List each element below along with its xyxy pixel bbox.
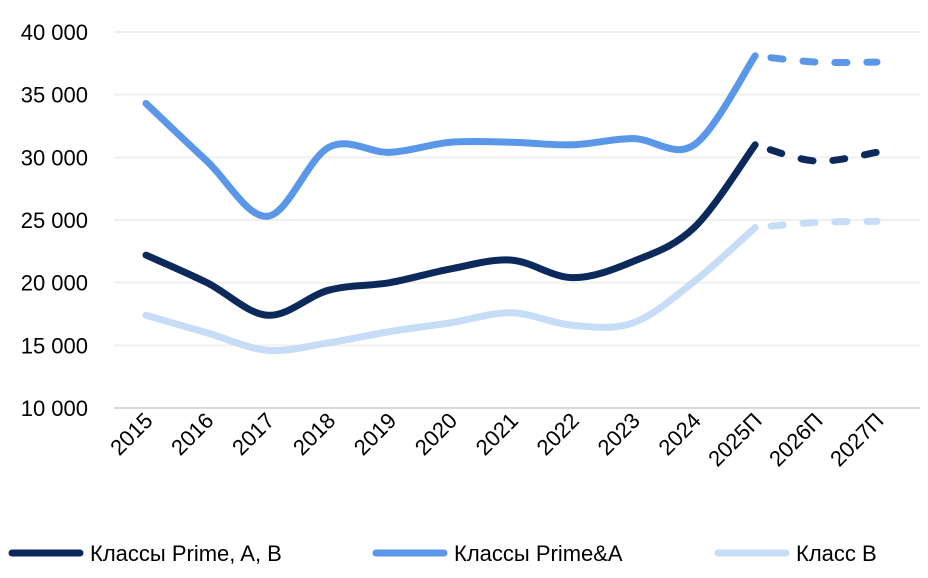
x-tick-label: 2015 <box>105 408 157 460</box>
y-tick-label: 20 000 <box>21 271 88 296</box>
x-tick-label: 2021 <box>471 408 523 460</box>
y-axis-ticks: 10 000 15 000 20 000 25 000 30 000 35 000 40 0… <box>21 20 88 421</box>
legend: Классы Prime, A, B Классы Prime&A Класс B <box>8 541 877 566</box>
x-tick-label: 2026П <box>764 408 827 471</box>
series-lines <box>142 52 881 355</box>
legend-item: Классы Prime, A, B <box>8 541 282 566</box>
x-tick-label: 2020 <box>410 408 462 460</box>
legend-label: Классы Prime&A <box>454 541 623 566</box>
y-tick-label: 40 000 <box>21 20 88 45</box>
legend-item: Класс B <box>714 541 877 566</box>
x-tick-label: 2016 <box>166 408 218 460</box>
x-tick-label: 2019 <box>349 408 401 460</box>
x-axis-ticks: 2015 2016 2017 2018 2019 2020 2021 2022 2023 2024… <box>105 408 888 471</box>
y-tick-label: 30 000 <box>21 145 88 170</box>
series-line-actual <box>142 141 759 319</box>
y-tick-label: 25 000 <box>21 208 88 233</box>
gridlines <box>114 31 920 409</box>
x-tick-label: 2018 <box>288 408 340 460</box>
y-tick-label: 35 000 <box>21 83 88 108</box>
legend-item: Классы Prime&A <box>372 541 623 566</box>
x-tick-label: 2025П <box>703 408 766 471</box>
legend-label: Класс B <box>796 541 877 566</box>
x-tick-label: 2024 <box>653 408 705 460</box>
x-tick-label: 2027П <box>825 408 888 471</box>
series-line-forecast <box>751 217 881 232</box>
y-tick-label: 15 000 <box>21 333 88 358</box>
series-line-forecast <box>751 141 881 165</box>
x-tick-label: 2023 <box>593 408 645 460</box>
series-line-actual <box>142 52 759 220</box>
x-tick-label: 2017 <box>227 408 279 460</box>
x-tick-label: 2022 <box>532 408 584 460</box>
y-tick-label: 10 000 <box>21 396 88 421</box>
legend-label: Классы Prime, A, B <box>90 541 282 566</box>
series-line-actual <box>142 224 759 355</box>
series-line-forecast <box>751 52 881 67</box>
